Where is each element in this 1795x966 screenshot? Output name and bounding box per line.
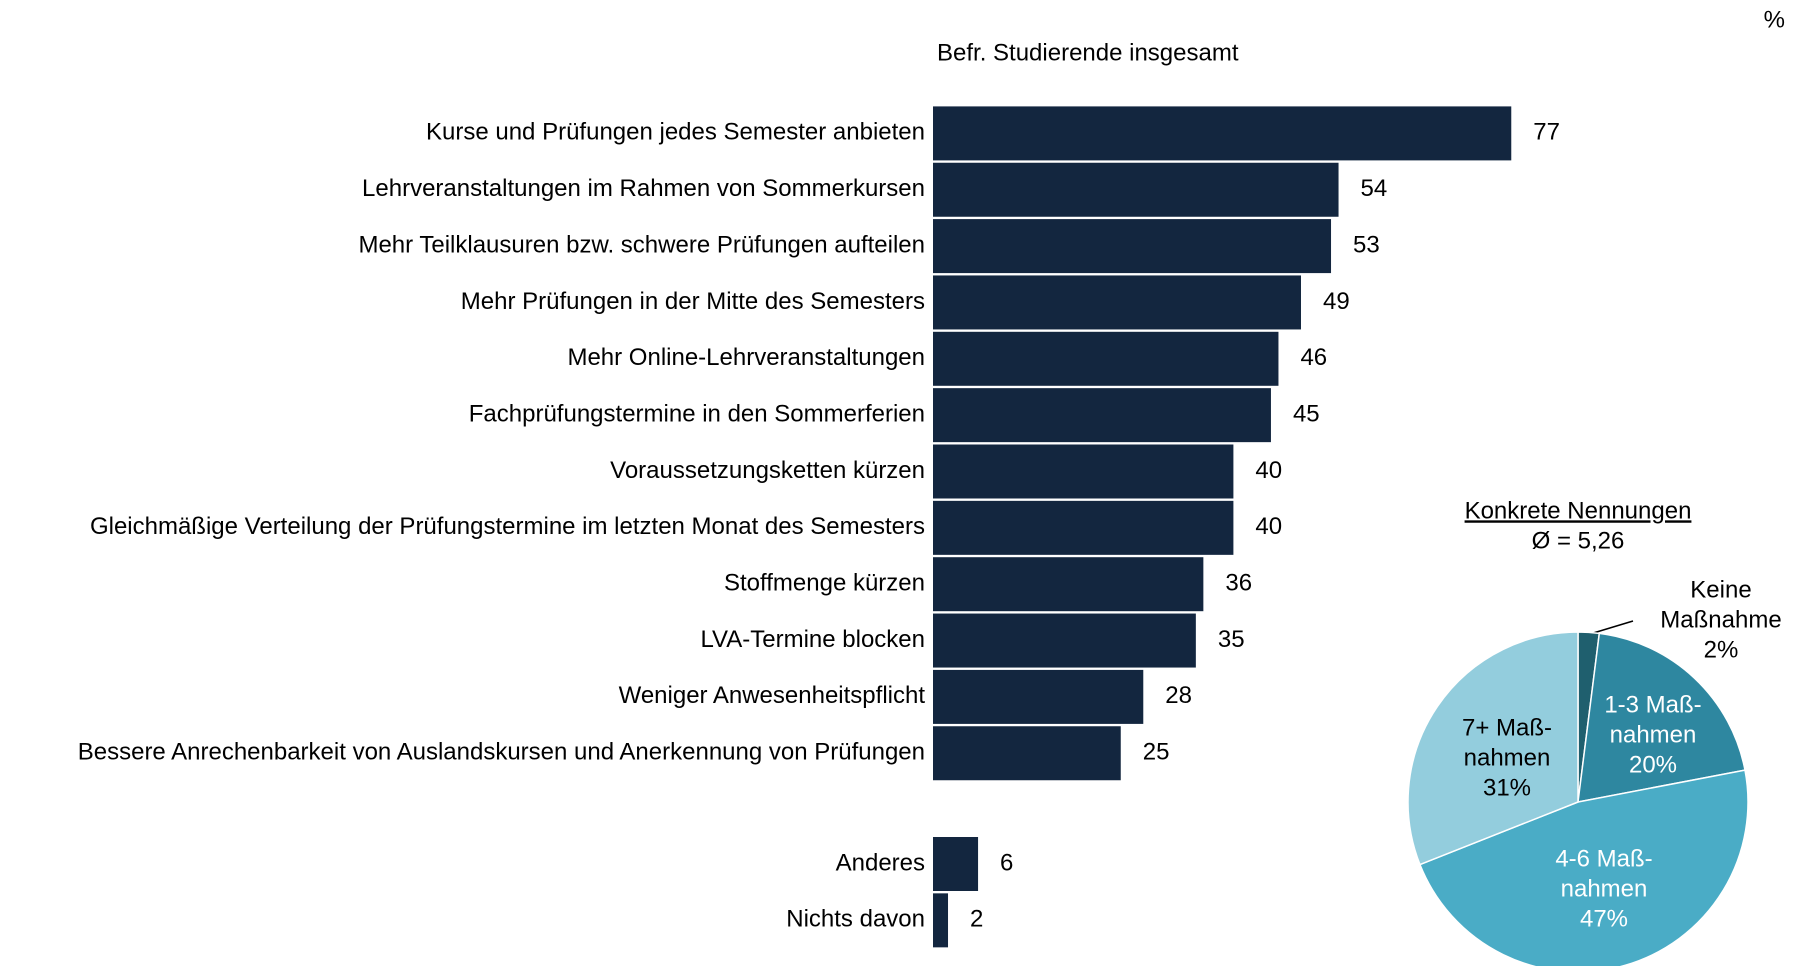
bar: [933, 837, 979, 891]
value-label: 53: [1353, 231, 1380, 258]
value-label: 40: [1255, 457, 1282, 484]
category-label: Fachprüfungstermine in den Sommerferien: [469, 400, 925, 427]
category-label: Lehrveranstaltungen im Rahmen von Sommer…: [362, 175, 925, 202]
leader-line: [1589, 620, 1634, 635]
bar: [933, 106, 1512, 161]
category-label: Voraussetzungsketten kürzen: [610, 457, 925, 484]
slice-label: Maßnahme: [1660, 606, 1781, 633]
value-label: 54: [1361, 175, 1388, 202]
category-label: Weniger Anwesenheitspflicht: [619, 682, 926, 709]
value-label: 28: [1165, 682, 1192, 709]
value-label: 45: [1293, 400, 1320, 427]
value-label: 49: [1323, 288, 1350, 315]
value-label: 6: [1000, 849, 1013, 876]
category-label: Mehr Teilklausuren bzw. schwere Prüfunge…: [358, 231, 925, 258]
value-label: 25: [1143, 739, 1170, 766]
unit-label: %: [1764, 6, 1785, 33]
value-label: 36: [1225, 570, 1252, 597]
category-label: Gleichmäßige Verteilung der Prüfungsterm…: [90, 513, 925, 540]
bar: [933, 557, 1204, 612]
bar: [933, 613, 1196, 668]
slice-label: nahmen: [1610, 721, 1697, 748]
category-label: LVA-Termine blocken: [700, 626, 925, 653]
slice-label: Keine: [1690, 576, 1751, 603]
bar: [933, 388, 1271, 443]
slice-value-label: 47%: [1580, 905, 1628, 932]
value-label: 35: [1218, 626, 1245, 653]
category-label: Nichts davon: [786, 906, 925, 933]
bar: [933, 726, 1121, 781]
bar: [933, 219, 1332, 274]
pie-slice: [1577, 632, 1746, 803]
chart-title: Befr. Studierende insgesamt: [937, 39, 1239, 66]
bar: [933, 331, 1279, 386]
value-label: 2: [970, 906, 983, 933]
pie-title: Konkrete Nennungen: [1465, 497, 1692, 524]
bar: [933, 669, 1144, 724]
bar: [933, 500, 1234, 555]
bar: [933, 162, 1339, 217]
value-label: 46: [1300, 344, 1327, 371]
category-label: Anderes: [836, 849, 925, 876]
category-label: Mehr Online-Lehrveranstaltungen: [567, 344, 925, 371]
pie-slice: [1407, 631, 1579, 866]
slice-value-label: 2%: [1704, 636, 1739, 663]
slice-value-label: 20%: [1629, 751, 1677, 778]
bar: [933, 893, 949, 948]
bar: [933, 275, 1301, 330]
slice-label: 4-6 Maß-: [1555, 845, 1652, 872]
slice-label: nahmen: [1561, 875, 1648, 902]
pie-slice: [1418, 769, 1749, 966]
slice-value-label: 31%: [1483, 774, 1531, 801]
slice-label: 1-3 Maß-: [1604, 691, 1701, 718]
category-label: Bessere Anrechenbarkeit von Auslandskurs…: [78, 739, 925, 766]
value-label: 77: [1533, 119, 1560, 146]
slice-label: 7+ Maß-: [1462, 714, 1552, 741]
bar: [933, 444, 1234, 499]
pie-subtitle: Ø = 5,26: [1532, 527, 1625, 554]
value-label: 40: [1255, 513, 1282, 540]
category-label: Stoffmenge kürzen: [724, 570, 925, 597]
category-label: Mehr Prüfungen in der Mitte des Semester…: [461, 288, 925, 315]
slice-label: nahmen: [1464, 744, 1551, 771]
category-label: Kurse und Prüfungen jedes Semester anbie…: [426, 119, 925, 146]
